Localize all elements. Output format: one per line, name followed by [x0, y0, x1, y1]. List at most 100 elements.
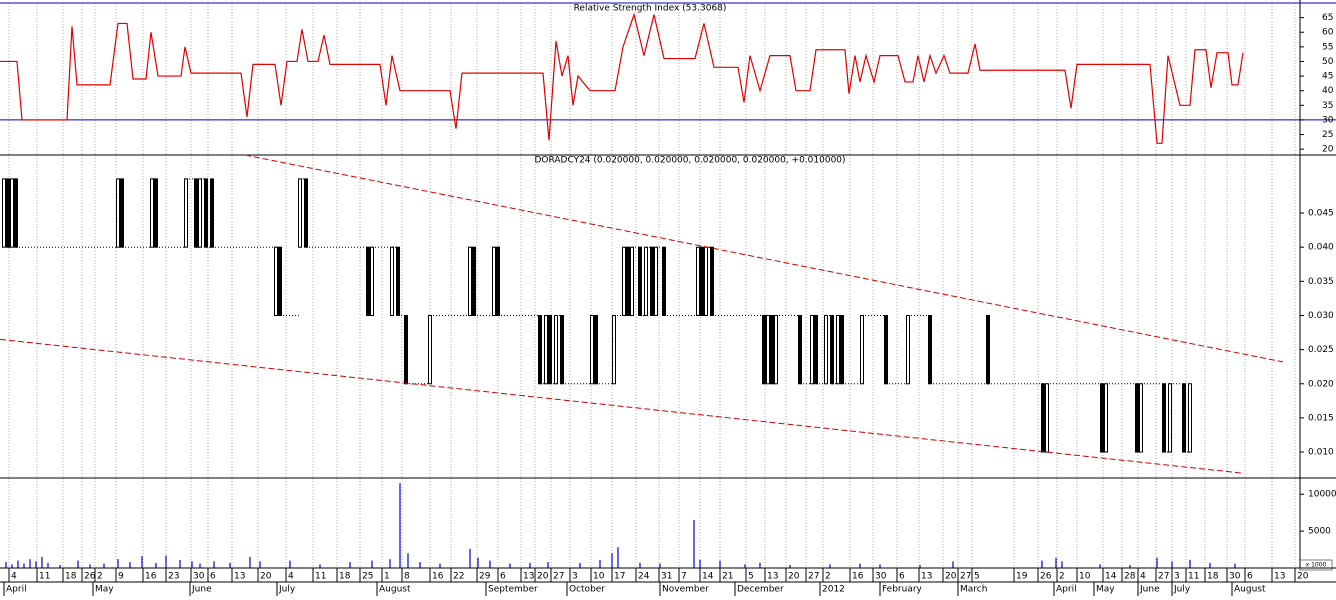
- y-tick-label: 55: [1322, 42, 1333, 52]
- volume-bar: [5, 562, 7, 568]
- candle-body: [986, 314, 990, 385]
- y-tick-label: 0.020: [1308, 379, 1334, 389]
- x-tick-label: 14: [1105, 572, 1117, 582]
- candle-body: [560, 314, 564, 385]
- candle-body: [396, 246, 400, 316]
- x-tick-label: 23: [168, 572, 179, 582]
- x-tick-label: 20: [260, 572, 272, 582]
- trend-line: [0, 338, 1244, 474]
- month-label: October: [569, 585, 605, 595]
- x-tick-label: 10: [1079, 572, 1091, 582]
- candle-body: [184, 178, 188, 248]
- y-tick-label: 0.030: [1308, 311, 1334, 321]
- month-label: November: [662, 585, 709, 595]
- x-tick-label: 6: [899, 572, 905, 582]
- y-tick-label: 0.035: [1308, 277, 1334, 287]
- candle-body: [154, 178, 158, 248]
- x-tick-label: 5: [748, 572, 754, 582]
- x-tick-label: 27: [553, 572, 564, 582]
- rsi-line: [0, 12, 1244, 144]
- x-tick-label: 27: [960, 572, 971, 582]
- month-label: July: [1173, 585, 1191, 595]
- candle-body: [884, 314, 888, 385]
- volume-bar: [419, 562, 421, 568]
- month-label: February: [882, 585, 923, 595]
- candle-body: [428, 314, 432, 385]
- x-tick-label: 20: [788, 572, 800, 582]
- candle-body: [654, 246, 658, 316]
- volume-bar: [1061, 561, 1063, 568]
- y-tick-label: 50: [1322, 57, 1334, 67]
- volume-bar: [103, 563, 105, 568]
- candle-body: [906, 314, 910, 385]
- y-tick-label: 5000: [1308, 527, 1331, 537]
- volume-bar: [129, 562, 131, 568]
- candle-body: [278, 246, 282, 316]
- x-tick-label: 1: [384, 572, 390, 582]
- x-tick-label: 4: [11, 572, 17, 582]
- x-tick-label: 22: [453, 572, 464, 582]
- candle-body: [638, 246, 642, 316]
- candle-body: [830, 314, 834, 385]
- x-tick-label: 30: [875, 572, 887, 582]
- candle-body: [662, 246, 666, 316]
- candle-body: [594, 314, 598, 385]
- candle-body: [770, 314, 774, 385]
- candle-body: [696, 246, 700, 316]
- x-tick-label: 27: [1158, 572, 1169, 582]
- volume-bar: [789, 565, 791, 568]
- candle-body: [650, 246, 654, 316]
- pane-title: DORADCY24 (0.020000, 0.020000, 0.020000,…: [534, 156, 845, 166]
- x-tick-label: 24: [638, 572, 650, 582]
- volume-bar: [179, 559, 181, 568]
- volume-bar: [1189, 559, 1191, 568]
- candle-body: [14, 178, 18, 248]
- volume-bar: [389, 559, 391, 568]
- volume-bar: [155, 562, 157, 568]
- month-label: June: [1139, 585, 1160, 595]
- x-tick-label: 9: [118, 572, 124, 582]
- candle-body: [2, 178, 6, 248]
- candle-body: [710, 246, 714, 316]
- x-tick-label: 5: [974, 572, 980, 582]
- volume-bar: [47, 562, 49, 568]
- x-tick-label: 6: [210, 572, 216, 582]
- x-tick-label: 4: [1140, 572, 1146, 582]
- volume-bar: [952, 561, 954, 568]
- candle-body: [700, 246, 704, 316]
- volume-bar: [165, 555, 167, 568]
- x-tick-label: 8: [404, 572, 410, 582]
- x-tick-label: 2: [97, 572, 103, 582]
- x-tick-label: 10: [593, 572, 605, 582]
- y-tick-label: 35: [1322, 101, 1333, 111]
- volume-bar: [477, 557, 479, 568]
- y-tick-label: 0.045: [1308, 209, 1334, 219]
- y-tick-label: 25: [1322, 130, 1333, 140]
- x-tick-label: 3: [1174, 572, 1180, 582]
- candle-body: [1100, 383, 1104, 453]
- x-tick-label: 21: [722, 572, 733, 582]
- x-tick-label: 30: [193, 572, 205, 582]
- x-tick-label: 6: [500, 572, 506, 582]
- pane-title: Relative Strength Index (53.3068): [574, 4, 727, 14]
- x-tick-label: 6: [1247, 572, 1253, 582]
- x-tick-label: 3: [572, 572, 578, 582]
- candle-body: [814, 314, 818, 385]
- volume-bar: [399, 483, 401, 568]
- x-tick-label: 25: [362, 572, 373, 582]
- volume-bar: [617, 547, 619, 568]
- month-label: April: [6, 585, 27, 595]
- candle-body: [810, 314, 814, 385]
- volume-bar: [77, 560, 79, 568]
- x-tick-label: 26: [84, 572, 96, 582]
- volume-bar: [489, 560, 491, 568]
- y-tick-label: 60: [1322, 28, 1334, 38]
- volume-bar: [829, 564, 831, 568]
- volume-bar: [744, 564, 746, 568]
- volume-bar: [289, 560, 291, 568]
- month-label: September: [488, 585, 538, 595]
- candle-body: [766, 314, 770, 385]
- volume-bar: [659, 563, 661, 568]
